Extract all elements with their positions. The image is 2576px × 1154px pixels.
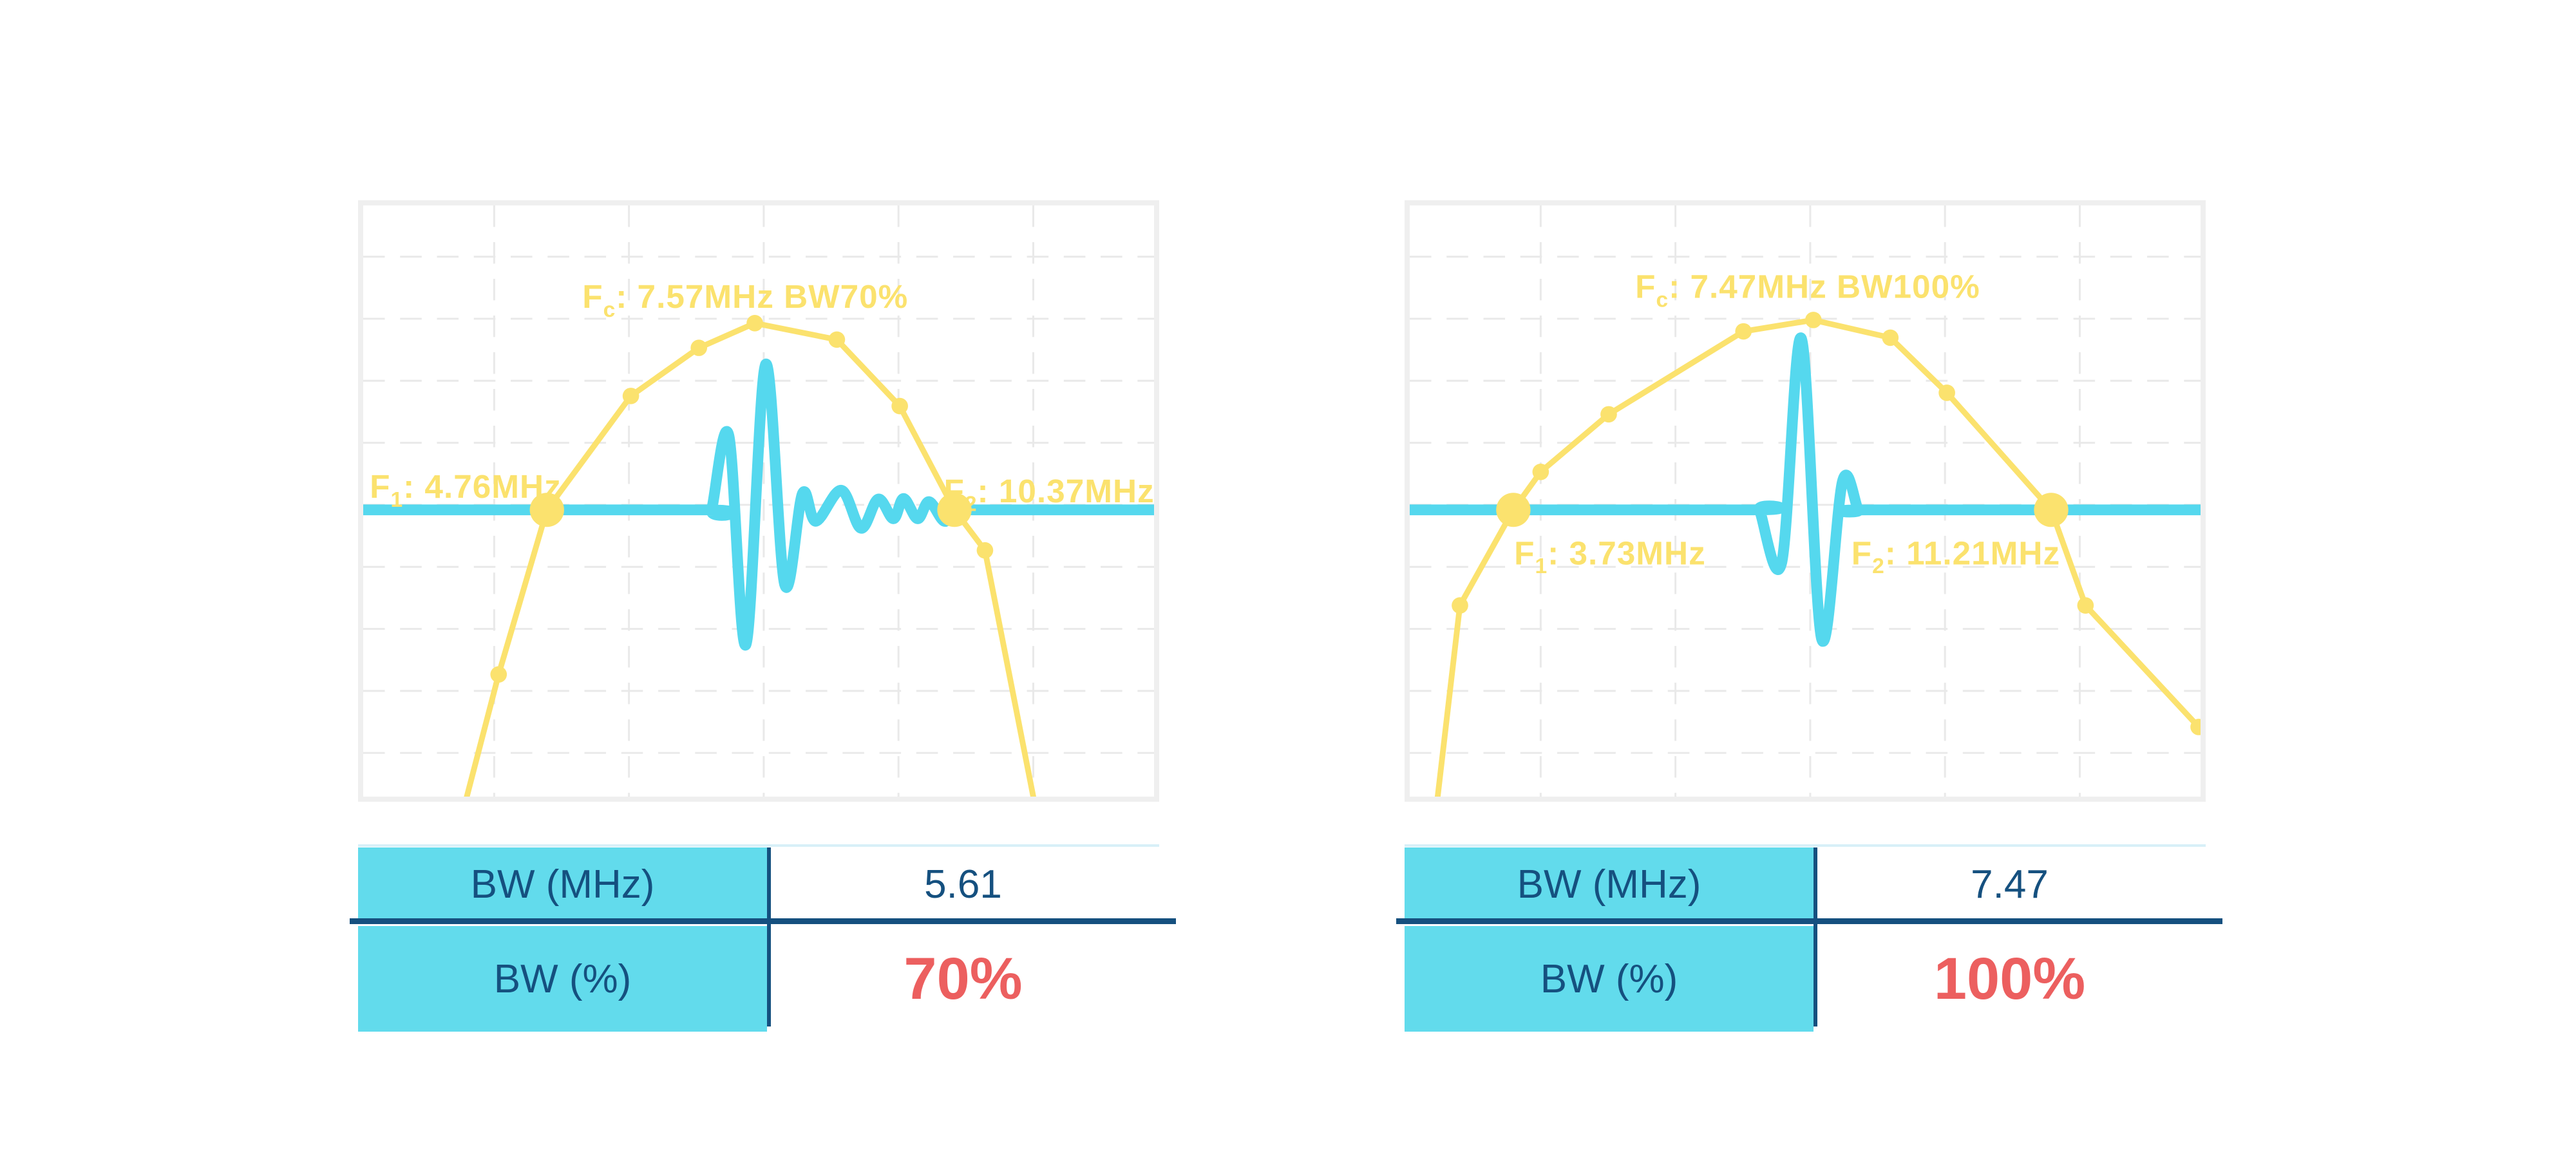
spectrum-marker <box>1805 312 1822 328</box>
bw-table-broadband: BW (MHz) 7.47 BW (%) 100% <box>1396 844 2222 1032</box>
chart-panel-broadband: Fc: 7.47MHz BW100% F1: 3.73MHz F2: 11.21MH… <box>1405 200 2206 802</box>
bw-percent-label: BW (%) <box>358 926 767 1032</box>
table-row: BW (%) 100% <box>1405 926 2206 1032</box>
frequency-annotation: F1: 4.76MHz <box>370 468 562 512</box>
spectrum-marker <box>490 666 507 683</box>
frequency-annotation: F2: 11.21MHz <box>1852 534 2060 578</box>
frequency-annotation: F2: 10.37MHz <box>944 473 1154 516</box>
table-column-divider <box>767 847 771 1026</box>
narrowband-transducer-plot: Fc: 7.57MHz BW70% F1: 4.76MHz F2: 10.37MHz <box>363 205 1154 797</box>
pulse-waveform <box>363 359 1154 650</box>
spectrum-marker <box>828 331 846 348</box>
spectrum-marker <box>976 542 994 559</box>
table-row: BW (MHz) 5.61 <box>358 847 1159 921</box>
bw-mhz-value: 7.47 <box>1814 847 2206 921</box>
spectrum-marker <box>746 315 763 332</box>
table-row: BW (%) 70% <box>358 926 1159 1032</box>
frequency-annotation: F1: 3.73MHz <box>1514 534 1706 578</box>
table-row-divider <box>350 918 1176 924</box>
bandwidth-edge-marker <box>1496 493 1531 527</box>
bandwidth-edge-marker <box>529 493 564 527</box>
spectrum-marker <box>622 388 639 404</box>
frequency-annotation: Fc: 7.47MHz BW100% <box>1635 269 1980 312</box>
bandwidth-edge-marker <box>937 493 972 527</box>
bandwidth-edge-marker <box>2034 493 2069 527</box>
spectrum-marker <box>1600 406 1617 423</box>
bw-percent-value: 100% <box>1814 926 2206 1032</box>
chart-panel-narrowband: Fc: 7.57MHz BW70% F1: 4.76MHz F2: 10.37MHz <box>358 200 1159 802</box>
bw-percent-label: BW (%) <box>1405 926 1814 1032</box>
spectrum-marker <box>1532 464 1549 480</box>
bw-table-narrowband: BW (MHz) 5.61 BW (%) 70% <box>350 844 1176 1032</box>
spectrum-marker <box>2077 597 2094 614</box>
bw-mhz-label: BW (MHz) <box>1405 847 1814 921</box>
spectrum-marker <box>891 397 908 415</box>
spectrum-marker <box>1938 384 1955 401</box>
bw-mhz-label: BW (MHz) <box>358 847 767 921</box>
table-row: BW (MHz) 7.47 <box>1405 847 2206 921</box>
spectrum-marker <box>690 339 708 356</box>
broadband-transducer-plot: Fc: 7.47MHz BW100% F1: 3.73MHz F2: 11.21MH… <box>1410 205 2201 797</box>
bw-percent-value: 70% <box>767 926 1159 1032</box>
table-row-divider <box>1396 918 2222 924</box>
pulse-waveform <box>1410 332 2201 647</box>
spectrum-marker <box>2190 719 2201 735</box>
bw-mhz-value: 5.61 <box>767 847 1159 921</box>
spectrum-marker <box>1882 329 1899 346</box>
table-top-rule <box>1405 844 2206 847</box>
spectrum-marker <box>1452 597 1468 614</box>
spectrum-marker <box>1735 323 1752 340</box>
table-column-divider <box>1814 847 1817 1026</box>
frequency-annotation: Fc: 7.57MHz BW70% <box>582 278 908 322</box>
table-top-rule <box>358 844 1159 847</box>
